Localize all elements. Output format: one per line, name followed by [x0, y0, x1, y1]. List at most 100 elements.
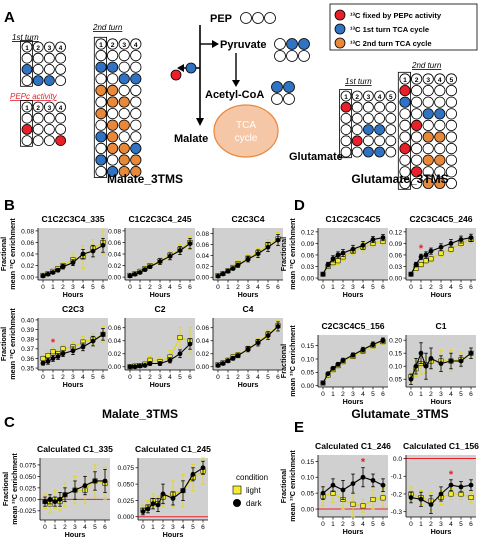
acetylcoa-carbon — [283, 93, 295, 105]
data-point-dark — [468, 235, 474, 241]
carbon-atom — [385, 135, 397, 147]
carbon-atom — [351, 135, 363, 147]
carbon-atom — [107, 61, 119, 73]
chart-B3: C2C3C4 0.00 0.02 0.04 0.06 0.08 0 1 2 3 4 5 6 Hours — [196, 214, 283, 299]
carbon-atom — [130, 142, 142, 154]
data-point-dark — [265, 333, 271, 338]
legend-swatch — [334, 23, 346, 35]
data-point-dark — [418, 350, 424, 356]
data-point-dark — [90, 248, 96, 254]
x-tick-label: 3 — [439, 284, 443, 291]
carbon-atom — [107, 142, 119, 154]
x-tick-label: 0 — [321, 391, 325, 398]
data-point-dark — [50, 270, 56, 275]
carbon-atom — [434, 143, 446, 155]
chart-C1: Calculated C1_335 -0.025 0.000 0.025 0.050 0.… — [1, 444, 113, 539]
data-point-dark — [418, 496, 424, 502]
isotope-legend-box — [329, 3, 478, 51]
carbon-atom — [55, 75, 66, 86]
carbon-atom — [44, 135, 55, 147]
x-tick-label: 5 — [93, 524, 97, 531]
x-tick-label: 0 — [41, 284, 45, 291]
co2-blue-carbon — [185, 62, 197, 74]
carbon-number: 5 — [450, 77, 454, 84]
carbon-atom — [32, 112, 44, 124]
panel-b-title: Malate_3TMS — [107, 172, 183, 186]
carbon-atom — [410, 166, 423, 178]
pep-carbon — [240, 12, 252, 24]
tca-label-line1: TCA — [236, 120, 256, 131]
data-point-dark — [370, 237, 376, 242]
x-tick-label: 0 — [321, 521, 325, 528]
y-tick-label: 0.08 — [108, 228, 121, 235]
data-point-dark — [215, 273, 221, 279]
y-tick-label: 0.09 — [389, 241, 402, 248]
x-tick-label: 1 — [419, 521, 423, 528]
x-tick-label: 1 — [331, 284, 335, 291]
x-tick-label: 1 — [53, 524, 57, 531]
arrowhead — [177, 64, 184, 72]
data-point-dark — [142, 363, 148, 368]
data-point-dark — [458, 484, 464, 490]
x-axis-label: Hours — [431, 290, 452, 299]
y-tick-label: 0.050 — [117, 482, 134, 489]
carbon-atom — [445, 85, 457, 97]
data-point-dark — [132, 271, 138, 277]
x-tick-label: 2 — [429, 521, 433, 528]
carbon-number: 3 — [122, 42, 126, 49]
carbon-atom — [422, 177, 434, 189]
x-tick-label: 1 — [51, 284, 55, 291]
carbon-atom — [130, 131, 142, 143]
carbon-atom — [44, 52, 55, 64]
acetylcoa-carbons — [271, 81, 295, 105]
carbon-number: 5 — [389, 94, 393, 101]
carbon-atom — [410, 131, 423, 143]
panel-c-title: Malate_3TMS — [102, 407, 178, 421]
carbon-atom — [434, 85, 446, 97]
x-axis-label: Hours — [63, 380, 84, 389]
x-tick-label: 2 — [341, 284, 345, 291]
pyruvate-carbon — [274, 50, 286, 62]
carbon-atom — [107, 73, 119, 85]
carbon-number: 1 — [25, 105, 29, 112]
data-point-dark — [137, 363, 143, 369]
data-point-dark — [132, 364, 138, 370]
data-point-dark — [50, 356, 56, 361]
y-tick-label: -0.025 — [17, 508, 36, 515]
carbon-number: 4 — [378, 94, 382, 101]
data-point-dark — [157, 361, 163, 366]
data-point-dark — [100, 331, 106, 337]
data-point-dark — [235, 353, 241, 359]
data-point-light — [448, 491, 454, 497]
data-point-dark — [255, 251, 261, 257]
carbon-number: 1 — [99, 42, 103, 49]
tca-label-line2: cycle — [235, 133, 258, 144]
x-tick-label: 6 — [101, 284, 105, 291]
carbon-number: 1 — [403, 77, 407, 84]
y-axis-label: mean ¹³C enrichment — [288, 450, 297, 522]
legend-label: ¹³C 1st turn TCA cycle — [350, 25, 429, 34]
carbon-atom — [55, 123, 66, 135]
acetylcoa-carbon — [271, 81, 283, 93]
data-point-dark — [42, 499, 48, 505]
carbon-atom — [55, 112, 66, 124]
carbon-atom — [445, 96, 457, 108]
chart-title: C2C3C4 — [232, 214, 265, 224]
x-tick-label: 2 — [63, 524, 67, 531]
data-point-dark — [423, 363, 429, 369]
data-point-dark — [100, 242, 106, 248]
x-axis-label: Hours — [65, 530, 86, 539]
data-point-dark — [55, 354, 61, 359]
carbon-atom — [422, 166, 434, 178]
y-axis-label: mean ¹³C enrichment — [10, 453, 19, 525]
data-point-dark — [350, 481, 356, 487]
x-tick-label: 3 — [71, 284, 75, 291]
pep-carbon — [264, 12, 276, 24]
carbon-atom — [32, 123, 44, 135]
data-point-dark — [167, 357, 173, 363]
data-point-dark — [72, 487, 78, 493]
carbon-atom — [410, 143, 423, 155]
data-point-dark — [225, 268, 231, 274]
plot-background — [318, 335, 388, 387]
carbon-atom — [130, 154, 142, 166]
